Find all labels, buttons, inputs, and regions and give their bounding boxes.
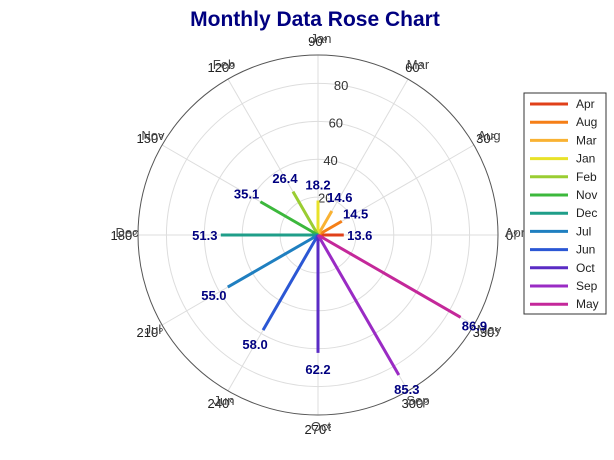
legend: Apr Aug Mar Jan Feb Nov Dec Jul Jun Oct Sep May (523, 92, 607, 315)
legend-label: Feb (576, 170, 597, 184)
category-tick-label: Sep (406, 393, 429, 408)
value-labels: 13.6 14.514.618.2 26.4 35.1 51.3 55.0 58.0 62.2… (192, 171, 487, 397)
value-label: 62.2 (305, 362, 330, 377)
category-tick-label: Jul (145, 322, 162, 337)
angle-tick-labels: 0° 30° 60° 90° 120° 150° 180° 210° 240° 270° 300° 3… (111, 34, 519, 437)
series-line-aug (317, 219, 343, 237)
legend-label: May (576, 297, 599, 311)
angle-tick-label: 60° (405, 60, 425, 75)
angle-tick-label: 300° (402, 396, 429, 411)
legend-label: Jun (576, 243, 595, 257)
angle-tick-label: 30° (476, 131, 496, 146)
series-lines (220, 190, 462, 376)
series-line-nov (259, 200, 319, 237)
angle-tick-label: 240° (208, 396, 235, 411)
category-tick-label: Dec (115, 225, 139, 240)
angle-tick-label: 150° (137, 131, 164, 146)
radial-tick-label: 40 (323, 153, 337, 168)
value-label: 55.0 (201, 288, 226, 303)
series-line-mar (316, 210, 334, 236)
legend-frame (523, 92, 607, 315)
category-tick-label: Jan (311, 31, 332, 46)
value-label: 51.3 (192, 228, 217, 243)
legend-label: Aug (576, 115, 597, 129)
category-tick-label: Jun (214, 393, 235, 408)
series-line-jul (227, 233, 319, 289)
value-label: 58.0 (242, 337, 267, 352)
value-label: 14.5 (343, 206, 368, 221)
angle-tick-label: 210° (137, 325, 164, 340)
chart-title: Monthly Data Rose Chart (190, 8, 440, 31)
series-line-jun (261, 234, 320, 331)
series-line-may (317, 233, 462, 319)
value-label: 86.9 (462, 318, 487, 333)
series-line-feb (291, 190, 320, 236)
polar-frame (137, 54, 499, 416)
legend-label: Apr (576, 97, 595, 111)
angle-tick-label: 270° (305, 422, 332, 437)
radial-tick-labels: 20 40 60 80 (318, 78, 348, 206)
category-tick-label: Aug (477, 128, 500, 143)
legend-label: Sep (576, 279, 598, 293)
value-label: 26.4 (272, 171, 298, 186)
legend-label: Jul (576, 224, 591, 238)
series-line-sep (316, 234, 401, 376)
angle-tick-label: 180° (111, 228, 138, 243)
grid-spoke (317, 78, 409, 236)
category-tick-label: Oct (311, 419, 332, 434)
category-tick-label: May (477, 322, 502, 337)
angle-tick-label: 0° (506, 228, 518, 243)
angle-tick-label: 90° (308, 34, 328, 49)
category-tick-label: Feb (213, 57, 235, 72)
value-label: 18.2 (305, 178, 330, 193)
legend-label: Mar (576, 133, 597, 147)
radial-tick-label: 60 (329, 115, 343, 130)
legend-label: Jan (576, 152, 595, 166)
radial-tick-label: 20 (318, 190, 332, 205)
category-tick-labels: Apr Aug Mar Jan Feb Nov Dec Jul Jun Oct Sep May (115, 31, 525, 434)
grid-spoke (317, 144, 475, 236)
angle-tick-label: 120° (208, 60, 235, 75)
legend-label: Oct (576, 261, 595, 275)
radial-tick-label: 80 (334, 78, 348, 93)
value-label: 13.6 (347, 228, 372, 243)
category-tick-label: Nov (141, 128, 165, 143)
angle-tick-label: 330° (473, 325, 500, 340)
legend-label: Dec (576, 206, 597, 220)
value-label: 35.1 (234, 187, 259, 202)
value-label: 14.6 (327, 190, 352, 205)
value-label: 85.3 (394, 382, 419, 397)
category-tick-label: Apr (505, 225, 526, 240)
legend-label: Nov (576, 188, 597, 202)
category-tick-label: Mar (407, 57, 430, 72)
